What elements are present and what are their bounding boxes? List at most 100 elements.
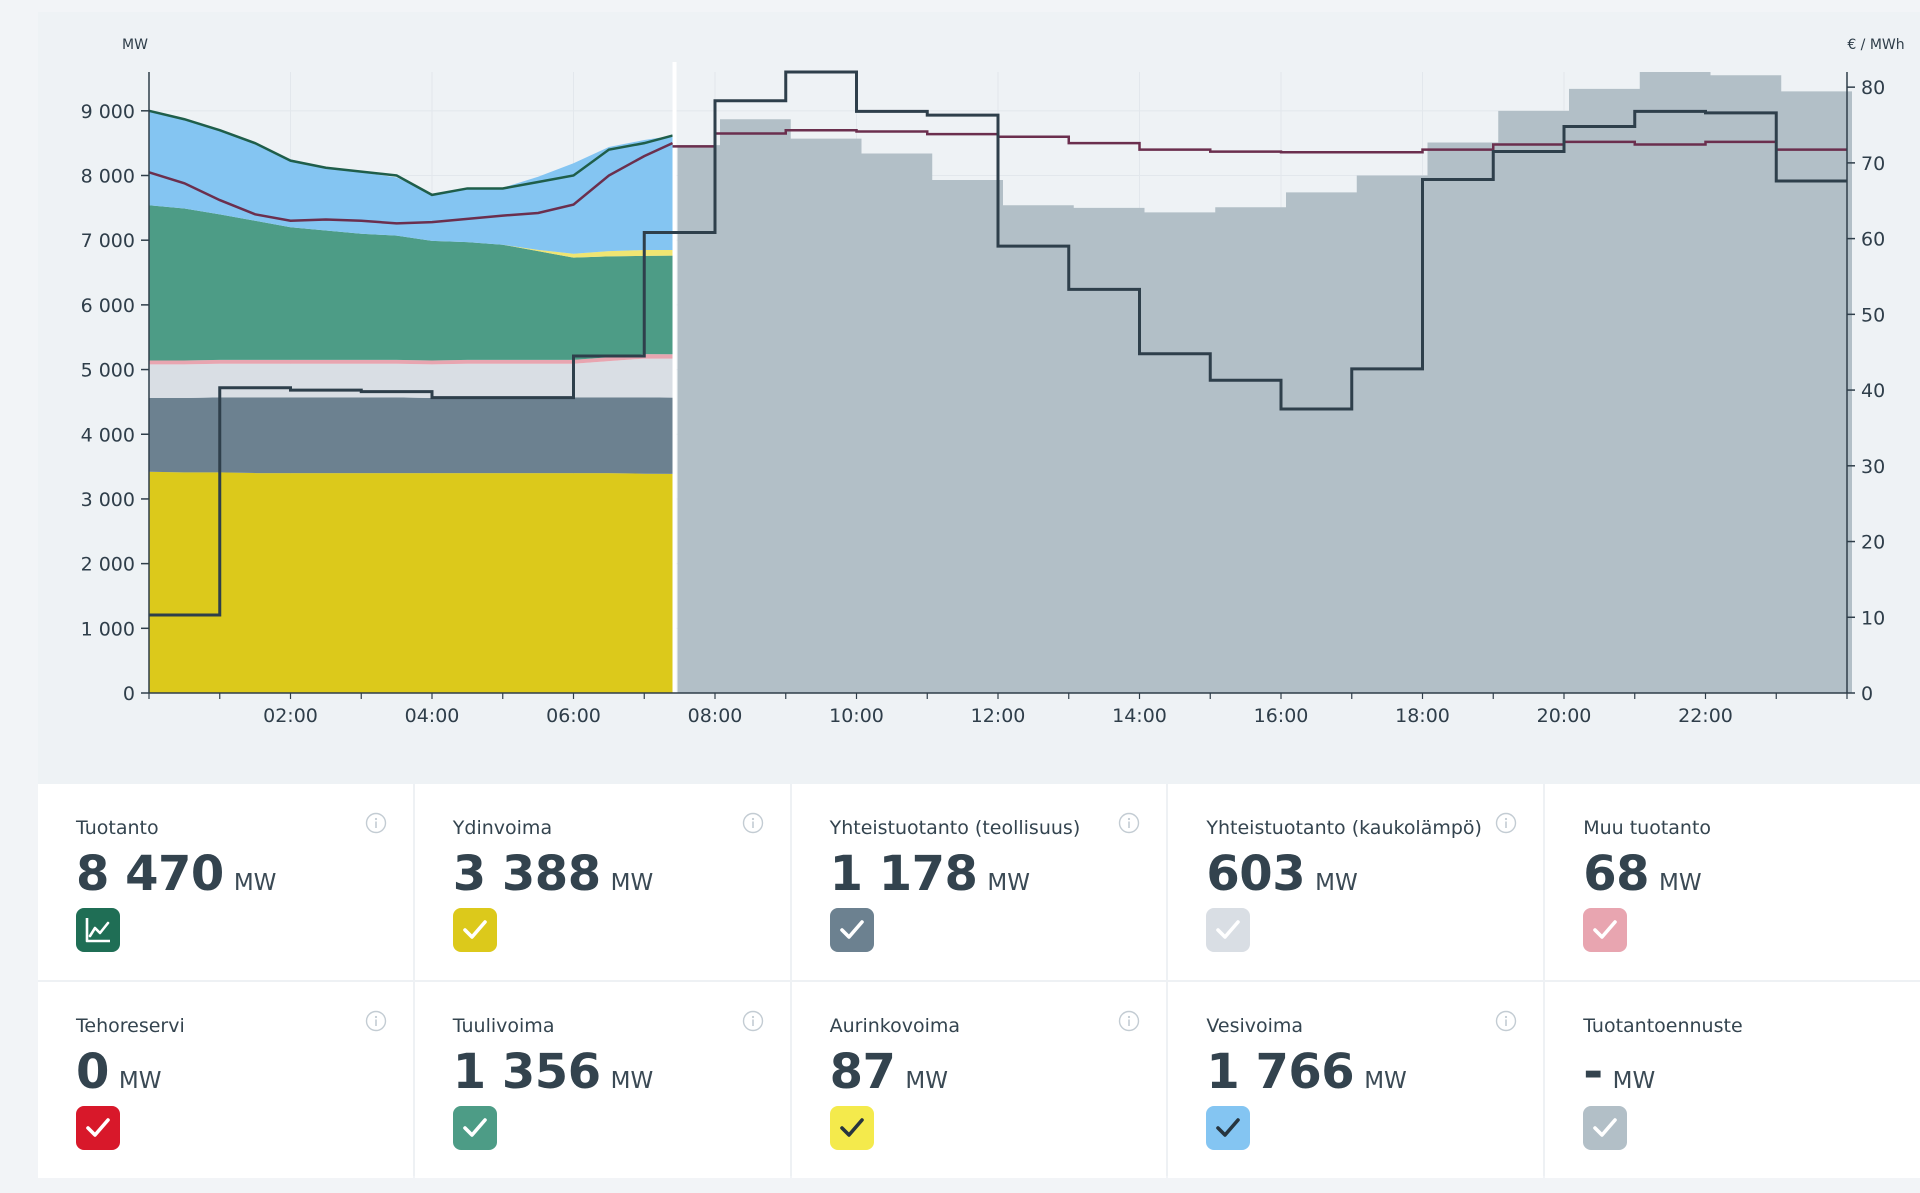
card-aurinkovoima[interactable]: Aurinkovoima 87 MW bbox=[791, 982, 1167, 1178]
card-title: Yhteistuotanto (teollisuus) bbox=[829, 817, 1081, 839]
y-left-axis-label: MW bbox=[122, 37, 148, 53]
series-toggle[interactable] bbox=[76, 908, 120, 952]
card-value-unit: MW bbox=[905, 1068, 948, 1094]
production-chart[interactable]: 0 1 000 2 000 3 000 4 000 5 000 6 000 7 000 8 00… bbox=[38, 12, 1920, 784]
x-tick-label: 02:00 bbox=[263, 705, 318, 727]
check-icon bbox=[839, 920, 864, 939]
y-left-tick-label: 1 000 bbox=[81, 618, 135, 640]
x-tick-label: 22:00 bbox=[1678, 705, 1733, 727]
card-value: 87 MW bbox=[830, 1044, 948, 1100]
card-value-number: - bbox=[1583, 1044, 1603, 1100]
y-right-tick-label: 0 bbox=[1861, 683, 1873, 705]
y-right-axis-label: € / MWh bbox=[1847, 37, 1904, 53]
card-value: 1 356 MW bbox=[453, 1044, 653, 1100]
card-value-number: 3 388 bbox=[452, 846, 601, 902]
card-value-unit: MW bbox=[118, 1068, 162, 1094]
series-toggle[interactable] bbox=[1206, 908, 1251, 952]
card-title: Vesivoima bbox=[1206, 1015, 1304, 1037]
y-left-tick-label: 4 000 bbox=[81, 424, 135, 446]
series-toggle[interactable] bbox=[1206, 1106, 1251, 1150]
production-chart-panel: 0 1 000 2 000 3 000 4 000 5 000 6 000 7 000 8 00… bbox=[38, 12, 1920, 784]
series-toggle[interactable] bbox=[1583, 908, 1628, 952]
info-icon[interactable] bbox=[1495, 812, 1517, 834]
card-yhteistuotanto-teollisuus[interactable]: Yhteistuotanto (teollisuus) 1 178 MW bbox=[791, 784, 1167, 980]
card-title: Aurinkovoima bbox=[829, 1015, 961, 1037]
card-value-number: 8 470 bbox=[76, 846, 224, 902]
series-toggle[interactable] bbox=[452, 908, 497, 952]
x-tick-label: 08:00 bbox=[688, 705, 743, 727]
y-left-tick-label: 6 000 bbox=[81, 295, 135, 317]
card-value-number: 68 bbox=[1583, 846, 1649, 902]
card-tuotantoennuste[interactable]: Tuotantoennuste - MW bbox=[1545, 982, 1920, 1178]
x-tick-label: 04:00 bbox=[405, 705, 460, 727]
card-value: 0 MW bbox=[76, 1044, 162, 1100]
y-right-tick-label: 30 bbox=[1861, 456, 1885, 478]
area-ydinvoima bbox=[149, 471, 673, 693]
card-value: 1 766 MW bbox=[1206, 1044, 1406, 1100]
y-left-tick-label: 3 000 bbox=[81, 489, 135, 511]
card-value-number: 1 178 bbox=[829, 846, 978, 902]
info-icon[interactable] bbox=[1495, 1010, 1517, 1032]
y-right-tick-label: 10 bbox=[1861, 607, 1885, 629]
card-value: 603 MW bbox=[1206, 846, 1357, 902]
series-toggle[interactable] bbox=[829, 1106, 874, 1150]
card-tehoreservi[interactable]: Tehoreservi 0 MW bbox=[38, 982, 413, 1178]
card-value: 8 470 MW bbox=[76, 846, 276, 902]
check-icon bbox=[839, 1118, 864, 1137]
y-left-tick-label: 5 000 bbox=[81, 360, 135, 382]
production-total-line bbox=[148, 109, 673, 197]
info-icon[interactable] bbox=[1118, 1010, 1140, 1032]
y-right-tick-label: 60 bbox=[1861, 229, 1885, 251]
y-left-tick-label: 9 000 bbox=[81, 101, 135, 123]
area-yhteistuotanto-teollisuus- bbox=[149, 397, 673, 474]
card-vesivoima[interactable]: Vesivoima 1 766 MW bbox=[1168, 982, 1544, 1178]
series-toggle[interactable] bbox=[1583, 1106, 1628, 1150]
card-title: Tuulivoima bbox=[452, 1015, 555, 1037]
card-title: Ydinvoima bbox=[452, 817, 553, 839]
x-tick-label: 14:00 bbox=[1112, 705, 1167, 727]
card-value-number: 1 356 bbox=[452, 1044, 601, 1100]
x-tick-label: 06:00 bbox=[546, 705, 601, 727]
x-tick-label: 18:00 bbox=[1395, 705, 1450, 727]
check-icon bbox=[86, 1118, 110, 1137]
chart-line-icon bbox=[85, 918, 110, 943]
info-icon[interactable] bbox=[742, 1010, 764, 1032]
card-title: Yhteistuotanto (kaukolämpö) bbox=[1206, 817, 1482, 839]
y-left-tick-label: 8 000 bbox=[81, 166, 135, 188]
x-tick-label: 20:00 bbox=[1537, 705, 1592, 727]
check-icon bbox=[462, 1118, 487, 1137]
card-muu-tuotanto[interactable]: Muu tuotanto 68 MW bbox=[1545, 784, 1920, 980]
card-value-unit: MW bbox=[1658, 870, 1702, 896]
x-tick-label: 10:00 bbox=[829, 705, 884, 727]
area-vesivoima bbox=[149, 205, 673, 361]
area-muu-tuotanto bbox=[149, 354, 673, 365]
y-left-tick-label: 7 000 bbox=[81, 230, 135, 252]
card-value-unit: MW bbox=[233, 870, 277, 896]
card-ydinvoima[interactable]: Ydinvoima 3 388 MW bbox=[414, 784, 790, 980]
info-icon[interactable] bbox=[1118, 812, 1140, 834]
area-aurinkovoima bbox=[149, 205, 673, 258]
check-icon bbox=[1216, 920, 1241, 939]
info-icon[interactable] bbox=[742, 812, 764, 834]
info-icon[interactable] bbox=[365, 812, 387, 834]
card-value-unit: MW bbox=[1612, 1068, 1656, 1094]
card-value-unit: MW bbox=[610, 870, 654, 896]
consumption-forecast-line bbox=[672, 128, 1847, 154]
info-icon[interactable] bbox=[365, 1010, 387, 1032]
card-value-unit: MW bbox=[1364, 1068, 1407, 1094]
card-value-unit: MW bbox=[1315, 870, 1358, 896]
consumption-line bbox=[148, 142, 674, 225]
card-value-number: 87 bbox=[829, 1044, 896, 1100]
y-right-tick-label: 50 bbox=[1861, 304, 1885, 326]
card-tuotanto[interactable]: Tuotanto 8 470 MW bbox=[38, 784, 413, 980]
card-tuulivoima[interactable]: Tuulivoima 1 356 MW bbox=[414, 982, 790, 1178]
series-toggle[interactable] bbox=[829, 908, 874, 952]
series-toggle[interactable] bbox=[76, 1106, 120, 1150]
card-yhteistuotanto-kaukolämpö[interactable]: Yhteistuotanto (kaukolämpö) 603 MW bbox=[1168, 784, 1544, 980]
card-value-number: 0 bbox=[76, 1044, 109, 1100]
y-left-tick-label: 2 000 bbox=[81, 554, 135, 576]
card-value-unit: MW bbox=[610, 1068, 654, 1094]
card-value: 1 178 MW bbox=[830, 846, 1030, 902]
series-toggle[interactable] bbox=[452, 1106, 497, 1150]
production-cards: Tuotanto 8 470 MW Ydinvoima 3 388 MW Yhteistuo… bbox=[38, 784, 1920, 1178]
